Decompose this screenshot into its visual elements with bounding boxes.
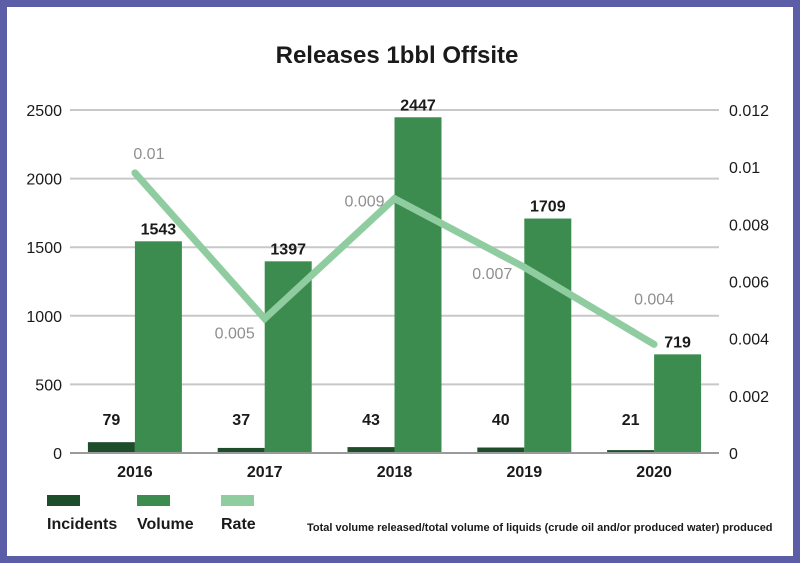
left-tick-label: 1500 [26,240,62,257]
category-label: 2020 [636,464,672,481]
rate-label: 0.007 [472,266,512,283]
rate-point [261,315,269,323]
volume-bar [394,117,442,453]
incidents-bar [217,447,265,453]
chart-title: Releases 1bbl Offsite [276,42,519,69]
chart-svg: Releases 1bbl Offsite 79 1543 37 1397 43 2447… [26,42,773,534]
legend-swatch-incidents [47,495,80,506]
volume-bar [264,261,312,453]
volume-bar [654,354,702,453]
incidents-label: 37 [232,412,250,429]
incidents-bar [347,447,395,453]
footnote: Total volume released/total volume of li… [307,522,773,534]
rate-label: 0.009 [344,194,384,211]
volume-label: 1397 [270,241,306,258]
right-tick-label: 0.004 [729,332,769,349]
volume-bar [524,218,572,453]
category-label: 2019 [507,464,543,481]
legend-label-volume: Volume [137,516,194,533]
right-tick-label: 0.01 [729,160,760,177]
incidents-bar [87,442,135,453]
legend-swatch-rate [221,495,254,506]
left-tick-label: 1000 [26,309,62,326]
incidents-label: 43 [362,412,380,429]
incidents-bar [477,447,525,453]
right-tick-label: 0.006 [729,275,769,292]
incidents-bar [607,450,655,453]
legend-swatch-volume [137,495,170,506]
category-label: 2016 [117,464,153,481]
volume-label: 2447 [400,97,436,114]
category-label: 2017 [247,464,283,481]
rate-point [520,263,528,271]
volume-label: 719 [664,334,691,351]
incidents-label: 79 [103,412,121,429]
bar-layer [87,117,702,453]
category-label: 2018 [377,464,413,481]
right-tick-label: 0.008 [729,217,769,234]
right-tick-label: 0 [729,446,738,463]
chart-frame: Releases 1bbl Offsite 79 1543 37 1397 43 2447… [7,7,793,556]
rate-point [131,169,139,177]
left-tick-label: 500 [35,377,62,394]
rate-label: 0.005 [215,326,255,343]
left-tick-label: 2000 [26,172,62,189]
right-tick-label: 0.012 [729,103,769,120]
legend: Incidents Volume Rate [47,495,256,533]
right-tick-label: 0.002 [729,389,769,406]
volume-bar [134,241,182,453]
rate-point [650,340,658,348]
axis-layer: 0 500 1000 1500 2000 2500 0 0.002 0.004 0.006 0.00… [26,103,769,481]
rate-label: 0.004 [634,291,674,308]
incidents-label: 21 [622,412,640,429]
line-layer [131,169,658,348]
rate-point [391,195,398,203]
volume-label: 1543 [141,221,177,238]
incidents-label: 40 [492,412,510,429]
left-tick-label: 2500 [26,103,62,120]
legend-label-rate: Rate [221,516,256,533]
volume-label: 1709 [530,199,566,216]
rate-label: 0.01 [133,146,164,163]
legend-label-incidents: Incidents [47,516,117,533]
left-tick-label: 0 [53,446,62,463]
label-layer: 79 1543 37 1397 43 2447 40 1709 21 719 0.01 0.005 0.… [103,97,692,429]
